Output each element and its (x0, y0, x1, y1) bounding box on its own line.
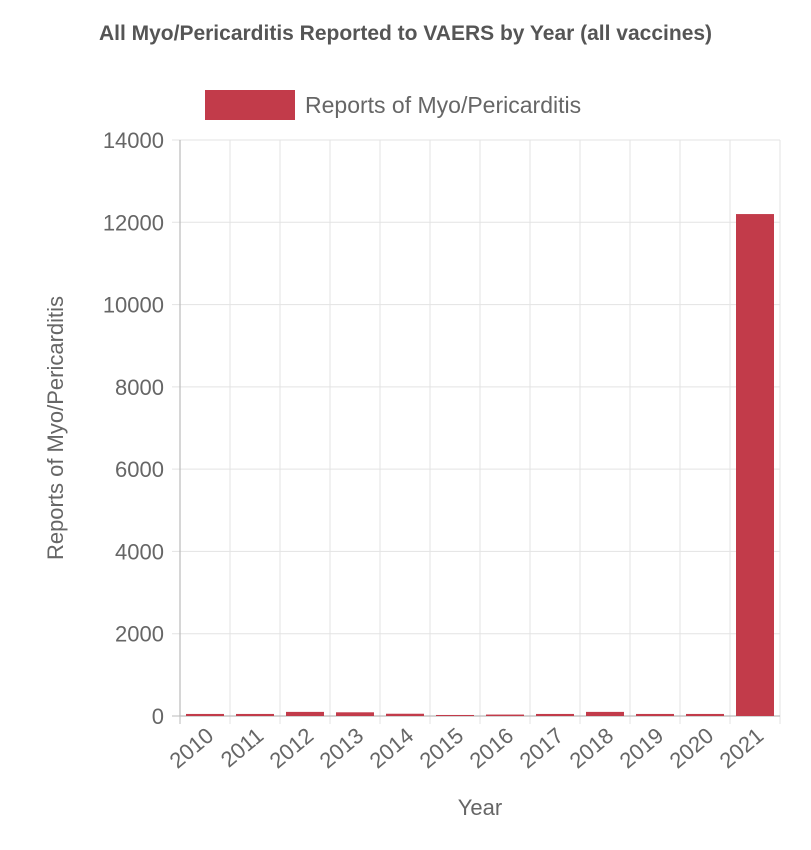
y-tick-label: 4000 (115, 539, 164, 564)
x-tick-label: 2017 (515, 723, 569, 774)
bar (736, 214, 774, 717)
x-tick-label: 2013 (315, 723, 369, 774)
y-tick-label: 10000 (103, 293, 164, 318)
y-tick-label: 14000 (103, 128, 164, 153)
bar (436, 714, 474, 716)
x-tick-label: 2010 (165, 723, 219, 774)
y-tick-label: 6000 (115, 457, 164, 482)
y-tick-label: 8000 (115, 375, 164, 400)
bar (386, 713, 424, 716)
x-tick-label: 2014 (365, 723, 419, 774)
legend-label: Reports of Myo/Pericarditis (305, 92, 581, 118)
x-tick-label: 2021 (715, 723, 769, 774)
x-tick-label: 2018 (565, 723, 619, 774)
legend-swatch (205, 90, 295, 120)
x-tick-label: 2011 (216, 723, 268, 773)
x-tick-label: 2019 (615, 723, 669, 774)
bar (486, 714, 524, 716)
bar (286, 711, 324, 716)
x-tick-label: 2020 (665, 723, 719, 774)
bar (236, 713, 274, 716)
y-tick-label: 0 (152, 704, 164, 729)
bar (536, 713, 574, 716)
bar (686, 713, 724, 716)
bar (586, 711, 624, 716)
bar (336, 712, 374, 716)
x-axis-title: Year (458, 795, 502, 820)
x-tick-label: 2012 (265, 723, 319, 774)
x-tick-label: 2016 (465, 723, 519, 774)
y-tick-label: 12000 (103, 210, 164, 235)
x-tick-label: 2015 (415, 723, 469, 774)
y-tick-label: 2000 (115, 622, 164, 647)
chart-title: All Myo/Pericarditis Reported to VAERS b… (98, 22, 713, 45)
bar (186, 713, 224, 716)
y-axis-title: Reports of Myo/Pericarditis (43, 296, 68, 560)
bar (636, 713, 674, 716)
